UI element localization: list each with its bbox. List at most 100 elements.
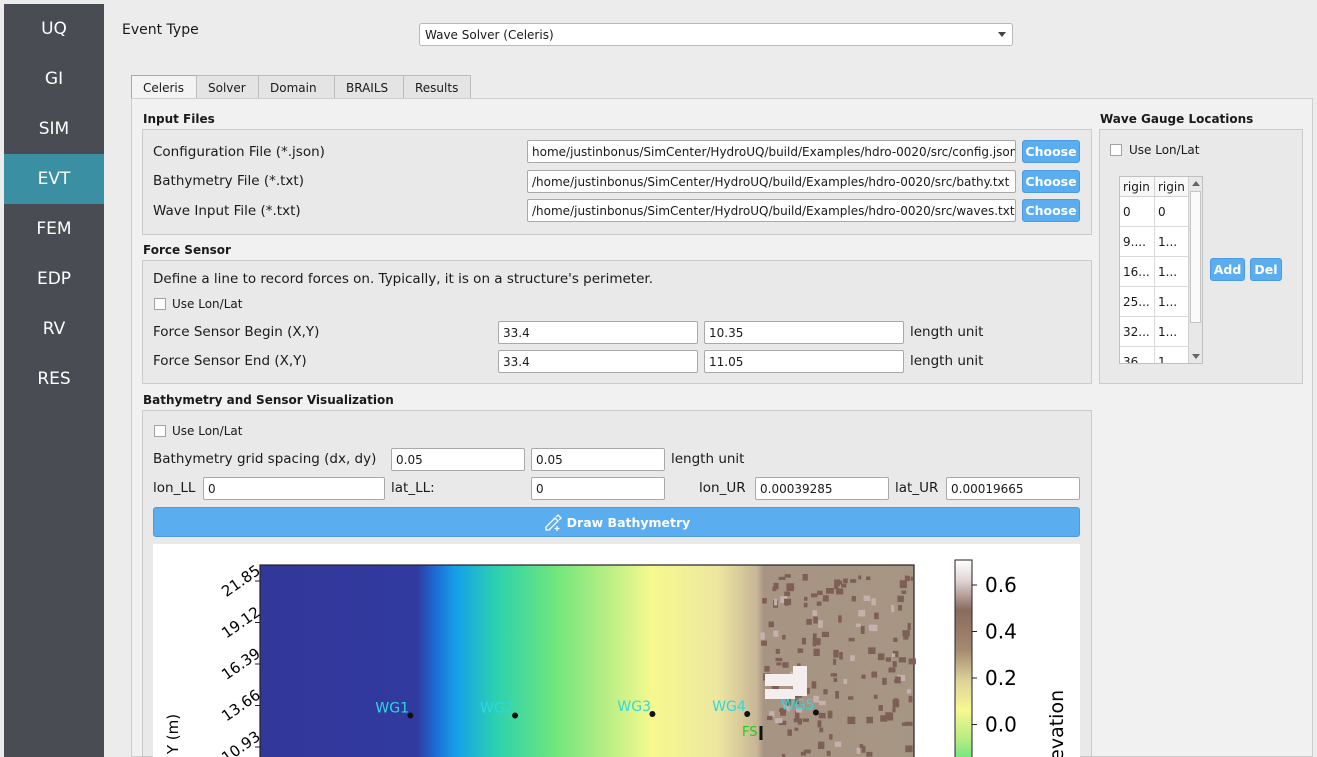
force-begin-x-value: 33.4 xyxy=(503,325,530,340)
building xyxy=(863,595,871,601)
grid-dx-input[interactable]: 0.05 xyxy=(391,448,525,471)
scroll-up-icon[interactable] xyxy=(1192,181,1200,186)
colorbar-ticks: 0.6 0.4 0.2 0.0 xyxy=(972,573,1017,737)
sidebar-item-gi[interactable]: GI xyxy=(44,69,64,89)
gauge-header-x[interactable]: rigin xyxy=(1120,177,1155,197)
building xyxy=(895,676,901,684)
building xyxy=(860,625,865,634)
gauge-cell[interactable]: 1... xyxy=(1155,347,1190,363)
force-end-y-input[interactable]: 11.05 xyxy=(704,350,904,373)
add-gauge-button[interactable]: Add xyxy=(1210,258,1245,281)
building xyxy=(813,695,820,703)
config-choose-button[interactable]: Choose xyxy=(1022,140,1080,163)
gauge-table-row[interactable]: 32... 1... xyxy=(1120,317,1202,347)
building xyxy=(823,689,828,695)
building xyxy=(795,698,800,705)
scroll-thumb[interactable] xyxy=(1190,191,1201,323)
lon-ll-input[interactable]: 0 xyxy=(203,477,385,500)
gauge-cell[interactable]: 0 xyxy=(1120,197,1155,227)
bathy-file-input[interactable]: /home/justinbonus/SimCenter/HydroUQ/buil… xyxy=(527,170,1016,193)
bathy-choose-button[interactable]: Choose xyxy=(1022,170,1080,193)
gauge-cell[interactable]: 36... xyxy=(1120,347,1155,363)
config-file-label: Configuration File (*.json) xyxy=(153,144,325,160)
lon-ur-input[interactable]: 0.00039285 xyxy=(755,477,889,500)
grid-spacing-unit: length unit xyxy=(671,451,745,467)
building xyxy=(833,658,837,665)
building xyxy=(843,678,848,684)
gauge-table[interactable]: rigin rigin 0 0 9.... 1... 16... 1... 25... 1..… xyxy=(1119,176,1203,364)
force-lonlat-checkbox[interactable] xyxy=(154,298,166,310)
scroll-down-icon[interactable] xyxy=(1192,354,1200,359)
building xyxy=(907,622,911,630)
building xyxy=(806,618,812,625)
sidebar-item-sim[interactable]: SIM xyxy=(38,119,70,139)
sidebar-item-uq[interactable]: UQ xyxy=(41,19,67,39)
wave-choose-button[interactable]: Choose xyxy=(1022,199,1080,222)
gauge-cell[interactable]: 16... xyxy=(1120,257,1155,287)
building xyxy=(861,745,866,753)
gauge-table-scrollbar[interactable] xyxy=(1188,177,1202,363)
gauge-cell[interactable]: 1... xyxy=(1155,317,1190,347)
lat-ur-input[interactable]: 0.00019665 xyxy=(946,477,1080,500)
force-sensor-description: Define a line to record forces on. Typic… xyxy=(153,271,653,287)
building xyxy=(761,640,767,646)
force-sensor-marker: FS xyxy=(742,725,763,740)
gauge-table-row[interactable]: 16... 1... xyxy=(1120,257,1202,287)
sidebar: UQ GI SIM EVT FEM EDP RV RES xyxy=(4,4,104,757)
building xyxy=(866,716,873,724)
draw-bathymetry-button[interactable]: Draw Bathymetry xyxy=(153,507,1080,537)
building xyxy=(882,677,887,685)
tab-celeris[interactable]: Celeris xyxy=(131,75,197,99)
gauge-cell[interactable]: 1... xyxy=(1155,227,1190,257)
building xyxy=(873,694,878,699)
gauge-cell[interactable]: 1... xyxy=(1155,257,1190,287)
building xyxy=(892,661,897,668)
building xyxy=(871,598,876,606)
sidebar-item-rv[interactable]: RV xyxy=(42,319,66,339)
wave-file-label: Wave Input File (*.txt) xyxy=(153,203,301,219)
gauge-markers: WG1 WG2 WG3 WG4 WG5 xyxy=(375,697,819,719)
bathy-lonlat-checkbox[interactable] xyxy=(154,425,166,437)
building xyxy=(901,590,907,594)
grid-dy-input[interactable]: 0.05 xyxy=(531,448,665,471)
gauge-cell[interactable]: 0 xyxy=(1155,197,1190,227)
building xyxy=(780,707,787,716)
gauge-cell[interactable]: 32... xyxy=(1120,317,1155,347)
colorbar-tick-label: 0.6 xyxy=(985,573,1017,597)
sidebar-item-edp[interactable]: EDP xyxy=(36,269,72,289)
building xyxy=(817,741,825,749)
event-type-select[interactable]: Wave Solver (Celeris) xyxy=(419,23,1013,46)
force-begin-x-input[interactable]: 33.4 xyxy=(498,321,698,344)
del-gauge-button[interactable]: Del xyxy=(1250,258,1282,281)
building xyxy=(778,576,786,580)
building xyxy=(802,718,809,722)
tab-domain[interactable]: Domain xyxy=(258,75,335,99)
tab-brails[interactable]: BRAILS xyxy=(334,75,404,99)
building xyxy=(764,665,770,672)
tab-results[interactable]: Results xyxy=(403,75,471,99)
force-begin-y-input[interactable]: 10.35 xyxy=(704,321,904,344)
gauge-point-wg4 xyxy=(744,711,751,718)
gauge-header-y[interactable]: rigin xyxy=(1155,177,1190,197)
y-tick-label: 10.93 xyxy=(218,727,264,757)
gauge-cell[interactable]: 1... xyxy=(1155,287,1190,317)
building xyxy=(908,695,913,703)
bathy-file-label: Bathymetry File (*.txt) xyxy=(153,173,304,189)
gauge-cell[interactable]: 9.... xyxy=(1120,227,1155,257)
wave-file-input[interactable]: /home/justinbonus/SimCenter/HydroUQ/buil… xyxy=(527,199,1016,222)
building xyxy=(871,671,878,678)
sidebar-item-res[interactable]: RES xyxy=(37,369,71,389)
input-files-title: Input Files xyxy=(143,112,215,126)
sidebar-item-evt[interactable]: EVT xyxy=(4,154,104,204)
gauge-table-row[interactable]: 25... 1... xyxy=(1120,287,1202,317)
building xyxy=(904,721,913,726)
gauge-cell[interactable]: 25... xyxy=(1120,287,1155,317)
gauge-point-wg3 xyxy=(649,711,656,718)
tab-solver[interactable]: Solver xyxy=(196,75,259,99)
gauge-lonlat-checkbox[interactable] xyxy=(1110,144,1122,156)
building xyxy=(817,590,823,595)
lat-ll-input[interactable]: 0 xyxy=(531,477,665,500)
force-end-x-input[interactable]: 33.4 xyxy=(498,350,698,373)
config-file-input[interactable]: home/justinbonus/SimCenter/HydroUQ/build… xyxy=(527,140,1016,163)
sidebar-item-fem[interactable]: FEM xyxy=(36,219,72,239)
